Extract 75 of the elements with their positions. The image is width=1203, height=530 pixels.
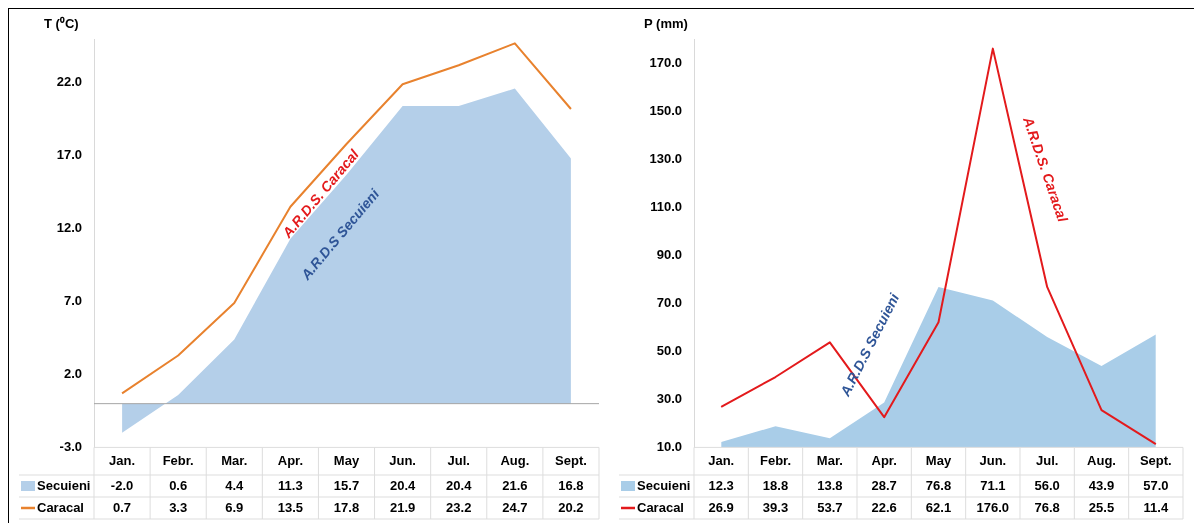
data-label: 4.4 xyxy=(225,477,245,493)
x-tick-label: May xyxy=(333,452,360,468)
y-tick-label: -3.0 xyxy=(59,438,82,454)
data-label: 6.9 xyxy=(225,499,244,515)
data-label: 11.4 xyxy=(1143,499,1169,515)
data-label: 26.9 xyxy=(708,499,734,515)
x-tick-label: Febr. xyxy=(162,452,194,468)
y-tick-label: 22.0 xyxy=(56,74,82,90)
data-label: 57.0 xyxy=(1143,477,1169,493)
x-tick-label: Apr. xyxy=(871,452,897,468)
data-label: 16.8 xyxy=(558,477,584,493)
data-label: 53.7 xyxy=(817,499,843,515)
x-tick-label: Sept. xyxy=(1139,452,1172,468)
y-tick-label: 2.0 xyxy=(63,366,82,382)
data-label: 0.7 xyxy=(113,499,132,515)
x-tick-label: Mar. xyxy=(221,452,248,468)
y-tick-label: 17.0 xyxy=(56,147,82,163)
x-tick-label: Jul. xyxy=(447,452,470,468)
y-tick-label: 150.0 xyxy=(649,102,682,118)
y-tick-label: 170.0 xyxy=(649,54,682,70)
data-label: 43.9 xyxy=(1088,477,1115,493)
data-label: 13.8 xyxy=(817,477,843,493)
x-tick-label: Apr. xyxy=(277,452,304,468)
x-tick-label: Jul. xyxy=(1035,452,1059,468)
data-label: 76.8 xyxy=(925,477,952,493)
y-tick-label: 10.0 xyxy=(656,438,682,454)
y-tick-label: 12.0 xyxy=(56,220,82,236)
data-label: -2.0 xyxy=(110,477,134,493)
x-tick-label: Mar. xyxy=(816,452,843,468)
y-tick-label: 50.0 xyxy=(656,342,682,358)
data-label: 18.8 xyxy=(762,477,789,493)
x-tick-label: Jun. xyxy=(979,452,1007,468)
y-tick-label: 70.0 xyxy=(656,294,682,310)
data-label: 22.6 xyxy=(871,499,897,515)
data-label: 11.3 xyxy=(278,477,303,493)
data-label: 21.6 xyxy=(502,477,528,493)
x-tick-label: Aug. xyxy=(1087,452,1116,468)
y-tick-label: 90.0 xyxy=(656,246,682,262)
x-tick-label: Sept. xyxy=(555,452,587,468)
y-axis-title: T (⁰C) xyxy=(44,16,79,32)
data-label: 17.8 xyxy=(333,499,360,515)
legend-label: Secuieni xyxy=(37,477,91,493)
data-label: 76.8 xyxy=(1034,499,1060,515)
data-label: 39.3 xyxy=(762,499,789,515)
data-label: 28.7 xyxy=(871,477,897,493)
x-tick-label: May xyxy=(925,452,952,468)
data-label: 3.3 xyxy=(169,499,188,515)
data-label: 15.7 xyxy=(333,477,360,493)
data-label: 56.0 xyxy=(1034,477,1060,493)
x-tick-label: Aug. xyxy=(500,452,530,468)
x-tick-label: Jun. xyxy=(389,452,416,468)
data-label: 20.4 xyxy=(446,477,473,493)
y-axis-title: P (mm) xyxy=(644,16,688,32)
data-label: 20.2 xyxy=(558,499,584,515)
y-tick-label: 7.0 xyxy=(63,293,82,309)
legend-label: Caracal xyxy=(37,499,84,515)
data-label: 0.6 xyxy=(169,477,188,493)
legend-label: Secuieni xyxy=(637,477,691,493)
x-tick-label: Jan. xyxy=(708,452,735,468)
data-label: 21.9 xyxy=(389,499,416,515)
data-label: 24.7 xyxy=(502,499,528,515)
data-label: 20.4 xyxy=(389,477,417,493)
y-tick-label: 130.0 xyxy=(649,150,682,166)
data-label: 25.5 xyxy=(1088,499,1115,515)
data-label: 23.2 xyxy=(446,499,472,515)
x-tick-label: Febr. xyxy=(759,452,792,468)
x-tick-label: Jan. xyxy=(109,452,136,468)
legend-label: Caracal xyxy=(637,499,684,515)
y-tick-label: 30.0 xyxy=(656,390,682,406)
y-tick-label: 110.0 xyxy=(650,198,682,214)
data-label: 13.5 xyxy=(277,499,304,515)
data-label: 12.3 xyxy=(708,477,734,493)
data-label: 62.1 xyxy=(925,499,952,515)
data-label: 176.0 xyxy=(976,499,1010,515)
data-label: 71.1 xyxy=(980,477,1006,493)
